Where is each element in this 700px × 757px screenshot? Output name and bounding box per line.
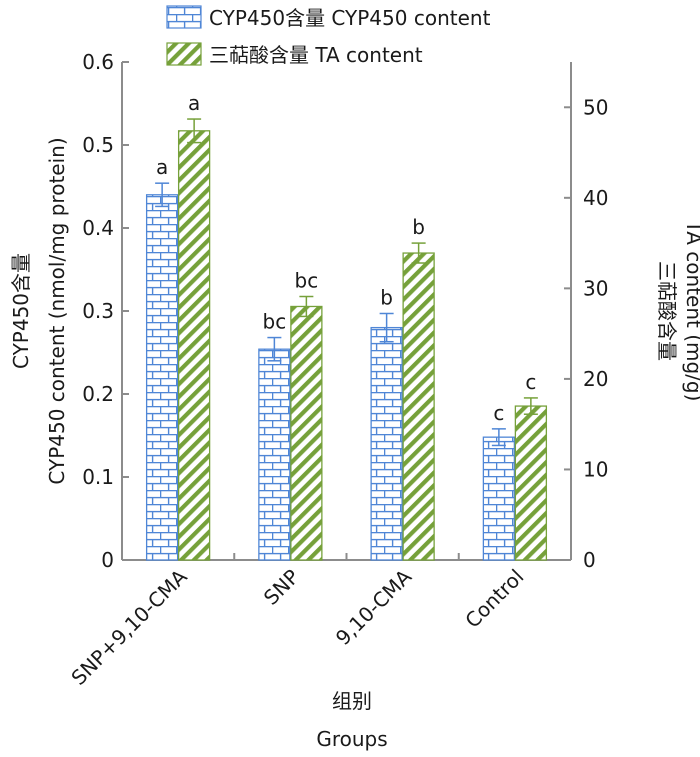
legend: CYP450含量 CYP450 content 三萜酸含量 TA content	[166, 5, 491, 67]
bar-group-ta: b	[402, 215, 435, 561]
right-tick-label: 30	[583, 276, 608, 300]
bar-group-cyp450: c	[482, 401, 516, 561]
x-axis-title: 组别 Groups	[316, 689, 387, 751]
right-tick-label: 10	[583, 457, 608, 481]
left-tick-label: 0.3	[82, 299, 114, 323]
bar-ta	[290, 305, 323, 561]
bar-ta	[402, 252, 435, 561]
significance-label: bc	[295, 269, 319, 293]
significance-label: a	[188, 91, 200, 115]
left-tick-label: 0.1	[82, 465, 114, 489]
left-tick-label: 0	[101, 548, 114, 572]
left-tick-label: 0.6	[82, 50, 114, 74]
bar-group-ta: a	[177, 91, 211, 561]
bar-ta	[177, 130, 211, 561]
bar-ta	[514, 405, 548, 561]
bar-cyp450	[258, 348, 291, 561]
right-axis-title-en: TA content (mg/g)	[682, 220, 700, 402]
legend-swatch-cyp450	[166, 5, 202, 29]
right-tick-label: 50	[583, 95, 608, 119]
right-tick-label: 20	[583, 367, 608, 391]
significance-label: c	[493, 401, 504, 425]
left-tick-label: 0.4	[82, 216, 114, 240]
significance-label: a	[156, 155, 168, 179]
category-label: SNP	[259, 565, 304, 610]
significance-label: b	[380, 285, 393, 309]
x-axis-ticks	[233, 553, 460, 560]
right-axis-ticks: 0 10 20 30 40 50	[564, 95, 608, 572]
bar-group-cyp450: a	[145, 155, 179, 561]
bar-cyp450	[370, 326, 403, 561]
legend-label-ta: 三萜酸含量 TA content	[209, 43, 423, 67]
right-tick-label: 0	[583, 548, 596, 572]
x-axis-title-cn: 组别	[332, 689, 372, 713]
category-label: Control	[460, 565, 528, 633]
category-label: 9,10-CMA	[331, 564, 417, 650]
right-axis-title-cn: 三萜酸含量	[655, 261, 679, 361]
x-axis-title-en: Groups	[316, 727, 387, 751]
bar-group-ta: c	[514, 370, 548, 561]
bar-group-cyp450: bc	[258, 310, 291, 561]
bar-cyp450	[482, 436, 516, 561]
category-labels: SNP+9,10-CMA SNP 9,10-CMA Control	[66, 564, 528, 689]
left-axis-ticks: 0 0.1 0.2 0.3 0.4 0.5 0.6	[82, 50, 129, 572]
left-tick-label: 0.5	[82, 133, 114, 157]
left-axis-title: CYP450含量 CYP450 content (nmol/mg protein…	[9, 137, 69, 484]
right-tick-label: 40	[583, 186, 608, 210]
significance-label: bc	[263, 310, 287, 334]
right-axis-title: 三萜酸含量 TA content (mg/g)	[655, 220, 700, 402]
left-tick-label: 0.2	[82, 382, 114, 406]
legend-item-cyp450: CYP450含量 CYP450 content	[166, 5, 491, 30]
significance-label: c	[525, 370, 536, 394]
legend-item-ta: 三萜酸含量 TA content	[166, 42, 423, 67]
significance-label: b	[412, 215, 425, 239]
bar-group-ta: bc	[290, 269, 323, 561]
legend-label-cyp450: CYP450含量 CYP450 content	[209, 6, 491, 30]
category-label: SNP+9,10-CMA	[66, 564, 191, 689]
left-axis-title-cn: CYP450含量	[9, 253, 33, 369]
legend-swatch-ta	[166, 42, 202, 66]
bar-group-cyp450: b	[370, 285, 403, 561]
left-axis-title-en: CYP450 content (nmol/mg protein)	[45, 137, 69, 484]
bar-cyp450	[145, 194, 179, 561]
